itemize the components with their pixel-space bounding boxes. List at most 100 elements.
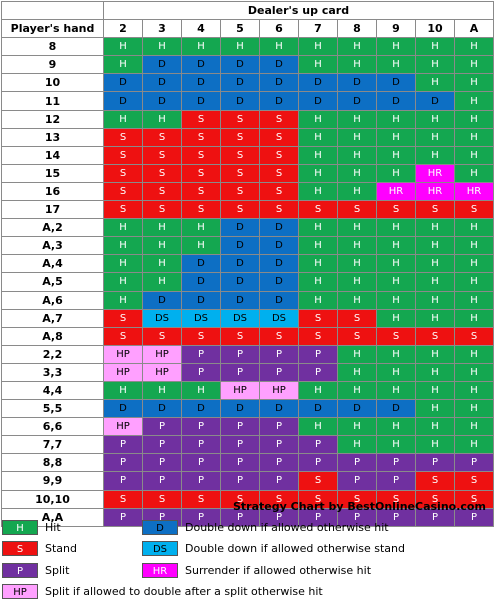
action-cell: S xyxy=(181,489,221,509)
player-hand-label: 6,6 xyxy=(1,417,104,437)
player-hand-label: A,4 xyxy=(1,254,104,274)
action-cell: P xyxy=(220,453,260,473)
player-hand-label: 14 xyxy=(1,145,104,165)
action-cell: DS xyxy=(181,308,221,328)
legend-label-hit: Hit xyxy=(45,520,61,534)
action-cell: S xyxy=(220,181,260,202)
player-hand-label: 4,4 xyxy=(1,380,104,401)
action-cell: H xyxy=(415,55,455,75)
action-cell: S xyxy=(142,200,182,220)
action-cell: P xyxy=(337,471,377,491)
dealer-card-header: 7 xyxy=(298,19,338,39)
legend-item-split: P Split xyxy=(2,561,69,579)
action-cell: H xyxy=(103,109,143,129)
action-cell: D xyxy=(259,218,299,238)
action-cell: P xyxy=(181,344,221,364)
action-cell: H xyxy=(376,435,416,455)
table-row: 2,2 HP HP P P P P H H H H xyxy=(1,344,494,364)
table-row: 5,5 D D D D D D D D H H xyxy=(1,399,494,419)
action-cell: H xyxy=(415,145,455,165)
action-cell: H xyxy=(298,181,338,202)
action-cell: H xyxy=(376,236,416,256)
action-cell: H xyxy=(454,380,494,401)
action-cell: S xyxy=(259,200,299,220)
dealer-card-header: 6 xyxy=(259,19,299,39)
action-cell: HR xyxy=(415,181,455,202)
table-row: 11 D D D D D D D D D H xyxy=(1,91,494,111)
action-cell: H xyxy=(298,254,338,274)
action-cell: S xyxy=(220,326,260,346)
action-cell: H xyxy=(415,73,455,93)
action-cell: D xyxy=(259,290,299,310)
action-cell: H xyxy=(298,37,338,57)
action-cell: H xyxy=(103,290,143,310)
action-cell: S xyxy=(337,308,377,328)
chart-credit: Strategy Chart by BestOnlineCasino.com xyxy=(233,500,486,513)
action-cell: H xyxy=(298,218,338,238)
action-cell: D xyxy=(259,254,299,274)
action-cell: H xyxy=(454,163,494,183)
action-cell: S xyxy=(142,163,182,183)
action-cell: H xyxy=(337,109,377,129)
action-cell: H xyxy=(142,37,182,57)
action-cell: H xyxy=(376,218,416,238)
action-cell: D xyxy=(220,55,260,75)
table-row: 7,7 P P P P P P H H H H xyxy=(1,435,494,455)
table-row: 13 S S S S S H H H H H xyxy=(1,127,494,147)
action-cell: S xyxy=(103,308,143,328)
player-hand-label: A,8 xyxy=(1,326,104,346)
legend-item-stand: S Stand xyxy=(2,539,77,557)
action-cell: D xyxy=(103,73,143,93)
action-cell: H xyxy=(454,344,494,364)
table-row: 17 S S S S S S S S S S xyxy=(1,200,494,220)
dealer-card-header: 2 xyxy=(103,19,143,39)
table-row: 9,9 P P P P P S P P S S xyxy=(1,471,494,491)
action-cell: D xyxy=(259,91,299,111)
legend-swatch-double: D xyxy=(142,519,178,535)
action-cell: H xyxy=(103,272,143,292)
action-cell: P xyxy=(142,417,182,437)
action-cell: H xyxy=(376,417,416,437)
action-cell: H xyxy=(103,218,143,238)
player-hand-header: Player's hand xyxy=(1,19,104,39)
action-cell: S xyxy=(376,489,416,509)
action-cell: D xyxy=(220,399,260,419)
action-cell: H xyxy=(337,362,377,382)
player-hand-label: 2,2 xyxy=(1,344,104,364)
action-cell: S xyxy=(103,489,143,509)
legend-label-split-das: Split if allowed to double after a split… xyxy=(45,584,323,598)
player-hand-label: 13 xyxy=(1,127,104,147)
action-cell: DS xyxy=(259,308,299,328)
action-cell: HP xyxy=(220,380,260,401)
table-row: 15 S S S S S H H H HR H xyxy=(1,163,494,183)
legend-swatch-hit: H xyxy=(2,519,38,535)
action-cell: H xyxy=(298,272,338,292)
action-cell: H xyxy=(415,380,455,401)
action-cell: P xyxy=(415,453,455,473)
player-hand-label: 15 xyxy=(1,163,104,183)
legend-item-surrender: HR Surrender if allowed otherwise hit xyxy=(142,561,371,579)
action-cell: S xyxy=(376,326,416,346)
player-hand-label: 3,3 xyxy=(1,362,104,382)
action-cell: H xyxy=(337,37,377,57)
legend-item-double-stand: DS Double down if allowed otherwise stan… xyxy=(142,539,405,557)
legend-label-surrender: Surrender if allowed otherwise hit xyxy=(185,563,372,577)
action-cell: H xyxy=(337,380,377,401)
action-cell: P xyxy=(259,453,299,473)
action-cell: H xyxy=(337,254,377,274)
action-cell: S xyxy=(298,326,338,346)
action-cell: D xyxy=(181,254,221,274)
action-cell: D xyxy=(220,236,260,256)
action-cell: D xyxy=(259,73,299,93)
action-cell: H xyxy=(298,127,338,147)
action-cell: P xyxy=(298,435,338,455)
table-row: A,A P P P P P P P P P P xyxy=(1,507,494,527)
action-cell: D xyxy=(298,91,338,111)
legend-item-split-das: HP Split if allowed to double after a sp… xyxy=(2,582,323,600)
action-cell: H xyxy=(415,290,455,310)
action-cell: S xyxy=(142,489,182,509)
action-cell: H xyxy=(142,109,182,129)
action-cell: D xyxy=(181,290,221,310)
action-cell: S xyxy=(298,489,338,509)
